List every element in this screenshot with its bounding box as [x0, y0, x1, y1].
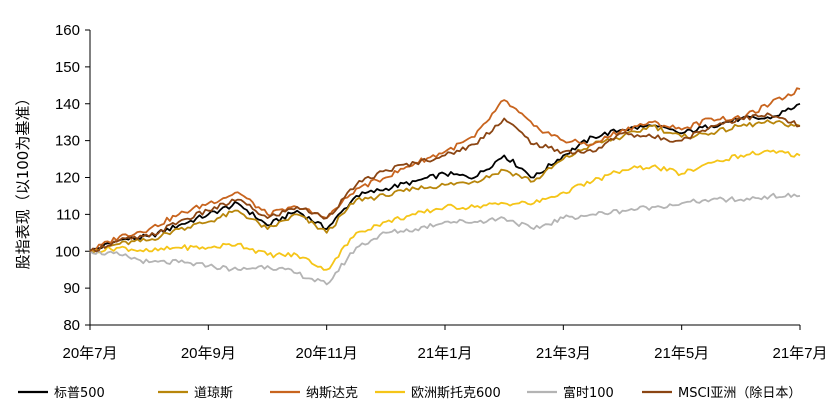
- legend-label: 标普500: [54, 386, 105, 401]
- x-tick-label: 21年5月: [654, 345, 709, 362]
- y-tick-label: 140: [55, 96, 80, 113]
- legend-label: 纳斯达克: [306, 386, 358, 401]
- y-tick-label: 120: [55, 170, 80, 187]
- series-line: [89, 102, 801, 253]
- legend-label: 欧洲斯托克600: [411, 386, 501, 401]
- axes: 80 90 100 110 120 130 140 150 160 20年7月 20年9月 20年11…: [55, 22, 828, 362]
- legend-label: MSCI亚洲（除日本）: [678, 386, 801, 401]
- y-tick-label: 100: [55, 243, 80, 260]
- x-tick-label: 20年11月: [296, 345, 358, 362]
- x-tick-label: 21年1月: [417, 345, 472, 362]
- y-tick-label: 110: [56, 206, 80, 223]
- y-axis-label: 股指表现（以100为基准）: [14, 91, 32, 270]
- y-tick-label: 130: [55, 133, 80, 150]
- y-tick-label: 90: [63, 280, 80, 297]
- series-line: [89, 149, 801, 271]
- legend-label: 富时100: [563, 385, 614, 401]
- x-tick-label: 21年7月: [772, 345, 827, 362]
- series-line: [89, 87, 801, 253]
- y-tick-label: 160: [55, 22, 80, 39]
- series-line: [89, 192, 801, 286]
- legend: 标普500 道琼斯 纳斯达克 欧洲斯托克600 富时100 MSCI亚洲（除日本）: [18, 385, 801, 401]
- x-tick-label: 20年9月: [181, 345, 236, 362]
- series-line: [89, 112, 801, 253]
- y-tick-label: 80: [63, 317, 80, 334]
- series-group: [89, 87, 801, 286]
- legend-label: 道琼斯: [194, 386, 233, 401]
- x-tick-label: 21年3月: [536, 345, 591, 362]
- series-line: [89, 119, 801, 254]
- x-tick-label: 20年7月: [62, 345, 117, 362]
- y-tick-label: 150: [55, 59, 80, 76]
